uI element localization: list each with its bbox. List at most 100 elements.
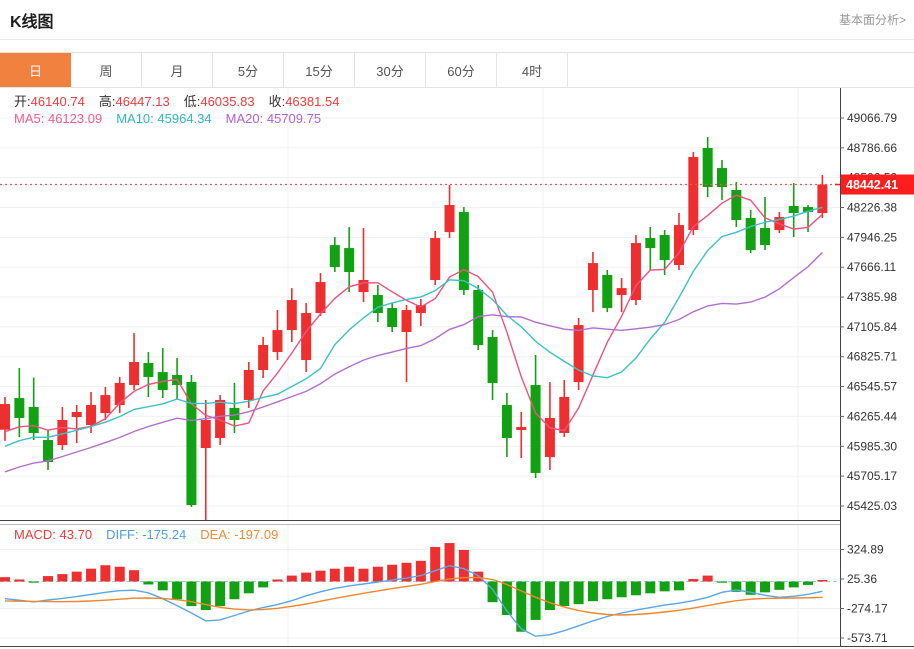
macd-bar bbox=[544, 581, 555, 611]
tab-60分[interactable]: 60分 bbox=[426, 53, 497, 87]
axis-tick-label: 46825.71 bbox=[847, 350, 897, 364]
macd-bar bbox=[172, 581, 183, 600]
macd-bar bbox=[215, 581, 226, 607]
macd-bar bbox=[516, 581, 527, 632]
macd-bar bbox=[28, 581, 39, 583]
macd-bar bbox=[602, 581, 613, 600]
macd-bar bbox=[129, 570, 140, 582]
axis-tick-label: 47946.25 bbox=[847, 230, 897, 244]
candle-body bbox=[71, 412, 82, 418]
macd-bar bbox=[587, 581, 598, 602]
candle-body bbox=[57, 419, 68, 446]
macd-bar bbox=[272, 579, 283, 582]
macd-bar bbox=[731, 581, 742, 592]
ma10-line bbox=[4, 206, 823, 447]
macd-bar bbox=[344, 566, 355, 582]
macd-bar bbox=[258, 581, 269, 588]
macd-bar bbox=[143, 581, 154, 585]
tab-周[interactable]: 周 bbox=[71, 53, 142, 87]
candle-body bbox=[788, 205, 799, 214]
macd-bar bbox=[157, 581, 168, 591]
tab-30分[interactable]: 30分 bbox=[355, 53, 426, 87]
axis-tick-label: 324.89 bbox=[847, 543, 884, 557]
tab-15分[interactable]: 15分 bbox=[284, 53, 355, 87]
axis-tick-label: 48786.66 bbox=[847, 141, 897, 155]
macd-bar bbox=[387, 564, 398, 582]
macd-bar bbox=[630, 581, 641, 596]
ma5-line bbox=[4, 194, 823, 433]
axis-tick-label: 45985.30 bbox=[847, 439, 897, 453]
candle-body bbox=[344, 248, 355, 273]
macd-bar bbox=[559, 581, 570, 607]
tab-日[interactable]: 日 bbox=[0, 53, 71, 87]
axis-tick-label: 49066.79 bbox=[847, 111, 897, 125]
gridlines bbox=[0, 88, 840, 646]
candle-body bbox=[129, 362, 140, 386]
axis-tick-label: 45425.03 bbox=[847, 499, 897, 513]
fundamental-analysis-link[interactable]: 基本面分析> bbox=[838, 13, 906, 27]
candle-body bbox=[243, 370, 254, 400]
candle-body bbox=[458, 212, 469, 291]
tab-5分[interactable]: 5分 bbox=[213, 53, 284, 87]
candle-body bbox=[760, 228, 771, 246]
candle-body bbox=[258, 344, 269, 371]
macd-bar bbox=[14, 579, 25, 582]
candle-body bbox=[0, 404, 10, 430]
candle-body bbox=[430, 238, 441, 281]
macd-bar bbox=[329, 568, 340, 582]
candle-body bbox=[803, 207, 814, 213]
macd-bar bbox=[372, 566, 383, 582]
current-price-tag: 48442.41 bbox=[835, 174, 914, 195]
candle-body bbox=[630, 243, 641, 301]
current-price-value: 48442.41 bbox=[846, 178, 898, 192]
candle-body bbox=[372, 295, 383, 314]
macd-bar bbox=[573, 581, 584, 605]
macd-bar bbox=[501, 581, 512, 615]
diff-line bbox=[4, 564, 823, 637]
macd-bar bbox=[358, 568, 369, 582]
candle-body bbox=[401, 310, 412, 332]
dea-line bbox=[4, 576, 823, 616]
tab-4时[interactable]: 4时 bbox=[497, 53, 568, 87]
macd-bar bbox=[788, 581, 799, 588]
candle-body bbox=[573, 325, 584, 383]
macd-histogram bbox=[0, 543, 828, 632]
macd-bar bbox=[71, 571, 82, 582]
candle-body bbox=[530, 385, 541, 473]
candles-layer bbox=[0, 137, 828, 521]
macd-bar bbox=[702, 575, 713, 582]
candle-body bbox=[717, 168, 727, 188]
axis-tick-label: 47105.84 bbox=[847, 320, 897, 334]
macd-bar bbox=[673, 581, 684, 591]
period-tab-bar: 日周月 5分 15分 30分 60分 4时 bbox=[0, 52, 914, 88]
candle-body bbox=[559, 396, 570, 433]
candle-body bbox=[745, 218, 756, 251]
macd-bar bbox=[200, 581, 211, 611]
tab-月[interactable]: 月 bbox=[142, 53, 213, 87]
candle-body bbox=[501, 404, 512, 438]
candle-body bbox=[473, 290, 484, 345]
candle-body bbox=[100, 395, 111, 414]
candle-body bbox=[587, 263, 598, 291]
candle-body bbox=[544, 417, 555, 458]
candle-body bbox=[731, 189, 742, 221]
candle-body bbox=[387, 308, 398, 327]
candle-body bbox=[487, 337, 498, 384]
kline-chart-canvas[interactable]: 49066.7948786.6648506.5248226.3847946.25… bbox=[0, 88, 914, 649]
axis-tick-label: -274.17 bbox=[847, 602, 888, 616]
macd-bar bbox=[301, 572, 312, 582]
candle-body bbox=[415, 305, 426, 314]
candle-body bbox=[186, 381, 197, 506]
macd-bar bbox=[659, 581, 670, 592]
candle-body bbox=[143, 362, 154, 377]
macd-bar bbox=[0, 577, 10, 582]
candle-body bbox=[272, 330, 283, 353]
tab-bar-filler bbox=[568, 53, 914, 87]
page-title: K线图 bbox=[10, 13, 54, 31]
macd-bar bbox=[616, 581, 627, 598]
candle-body bbox=[444, 205, 455, 233]
candle-body bbox=[301, 313, 312, 361]
page-header: K线图 基本面分析> bbox=[0, 0, 914, 40]
macd-bar bbox=[745, 581, 756, 595]
axes bbox=[0, 88, 914, 647]
